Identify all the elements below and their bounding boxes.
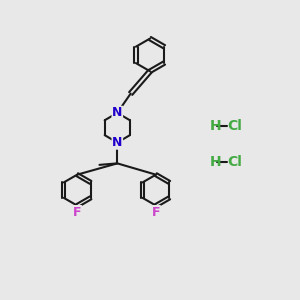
Text: H: H bbox=[209, 119, 221, 133]
Text: F: F bbox=[152, 206, 160, 219]
Text: Cl: Cl bbox=[227, 155, 242, 169]
Text: N: N bbox=[112, 106, 122, 119]
Text: N: N bbox=[112, 136, 122, 149]
Text: H: H bbox=[209, 155, 221, 169]
Text: Cl: Cl bbox=[227, 119, 242, 133]
Text: F: F bbox=[73, 206, 81, 219]
